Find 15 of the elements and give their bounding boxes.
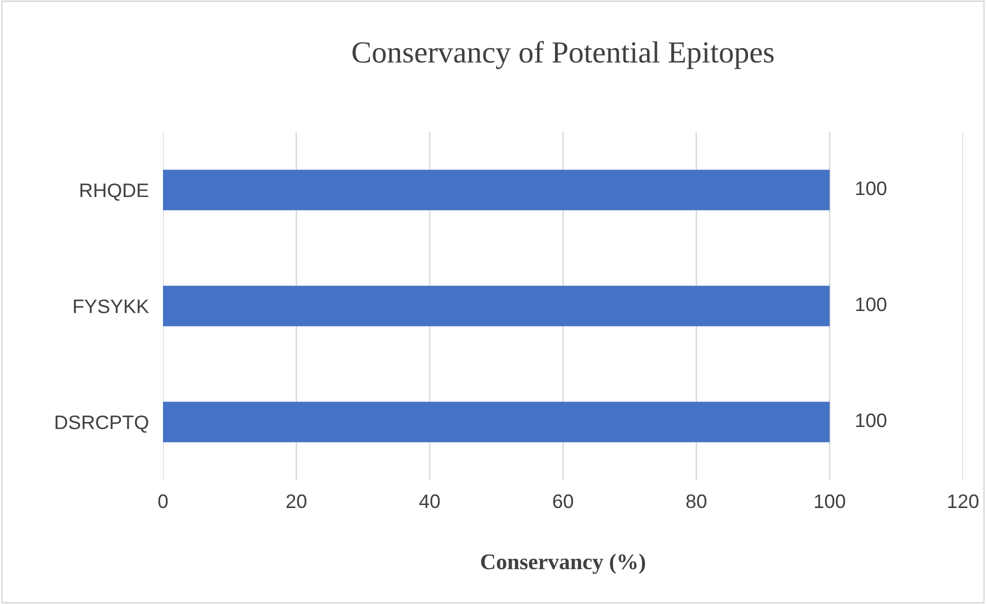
x-tick-label: 0 bbox=[158, 494, 168, 508]
x-axis-title: Conservancy (%) bbox=[481, 554, 646, 574]
data-label: 100 bbox=[856, 181, 886, 196]
y-tick-label: FYSYKK bbox=[74, 299, 149, 314]
y-tick-label: RHQDE bbox=[80, 183, 148, 201]
chart-title: Conservancy of Potential Epitopes bbox=[352, 40, 774, 70]
x-tick-label: 80 bbox=[686, 494, 706, 508]
data-label: 100 bbox=[856, 297, 886, 312]
x-tick-label: 20 bbox=[286, 494, 306, 508]
y-tick-label: DSRCPTQ bbox=[56, 415, 148, 433]
data-label: 100 bbox=[856, 413, 886, 428]
x-tick-label: 60 bbox=[553, 494, 574, 508]
x-tick-label: 40 bbox=[419, 494, 440, 508]
x-tick-label: 120 bbox=[948, 494, 978, 508]
x-tick-label: 100 bbox=[814, 494, 846, 508]
